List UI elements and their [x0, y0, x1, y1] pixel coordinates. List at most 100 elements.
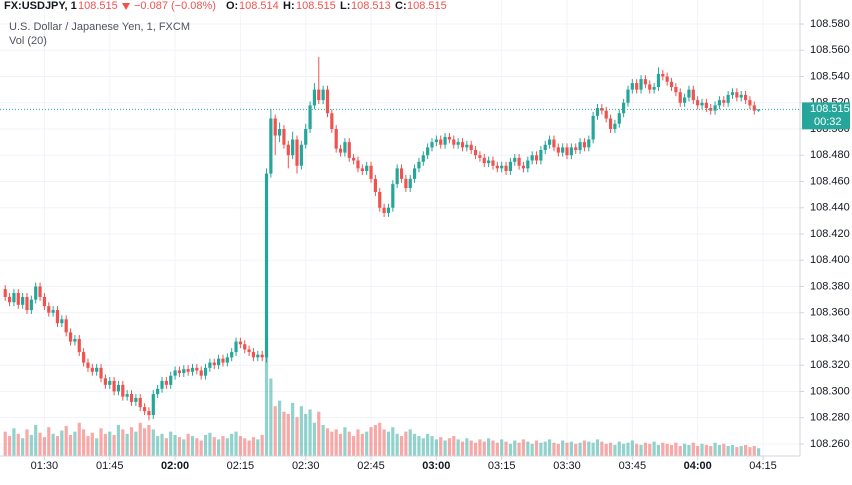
candle-body [264, 173, 269, 358]
volume-bar [38, 432, 42, 456]
volume-bar [460, 441, 465, 456]
symbol: FX:USDJPY, 1 [4, 0, 77, 12]
candle-body [543, 144, 547, 150]
volume-bar [369, 427, 373, 456]
volume-bar [739, 446, 743, 456]
candle-body [330, 113, 334, 129]
candle-body [495, 165, 499, 169]
candle-body [547, 139, 552, 145]
candle-body [112, 380, 116, 392]
close-label: C: [395, 0, 407, 12]
candle-body [652, 87, 656, 90]
candle-body [434, 139, 438, 143]
volume-bar [103, 433, 107, 456]
candle-body [709, 108, 713, 111]
candle-body [587, 139, 591, 148]
low: 108.513 [351, 0, 391, 12]
candle-body [421, 155, 425, 162]
candle-body [25, 296, 29, 311]
y-tick-label: 108.260 [810, 438, 850, 450]
volume-bar [569, 441, 573, 456]
volume-bar [147, 424, 151, 456]
volume-bar [639, 444, 643, 456]
plot [0, 56, 800, 456]
candle-body [12, 293, 16, 303]
volume-bar [129, 427, 134, 456]
y-tick-label: 108.300 [810, 385, 850, 397]
candle-body [295, 139, 299, 166]
candle-body [282, 128, 286, 145]
candle-body [177, 370, 182, 374]
volume-bar [630, 440, 634, 456]
x-tick-label: 03:00 [422, 460, 450, 472]
candle-body [513, 157, 517, 162]
volume-bar [352, 436, 356, 456]
candle-body [608, 118, 613, 129]
volume-bar [234, 431, 238, 456]
volume-bar [687, 444, 691, 456]
volume-bar [617, 441, 621, 456]
candle-body [748, 100, 752, 106]
volume-bar [452, 436, 456, 456]
candle-body [508, 161, 512, 171]
candle-body [208, 362, 212, 368]
volume-bar [247, 440, 251, 456]
volume-bar [391, 427, 395, 456]
volume-bar [73, 431, 77, 456]
last-price-label: 108.515 [810, 103, 850, 115]
y-tick-label: 108.480 [810, 149, 850, 161]
candle-body [604, 110, 608, 119]
candle-body [199, 370, 203, 376]
candle-body [325, 89, 330, 114]
volume-bar [3, 431, 7, 456]
x-tick-label: 03:45 [619, 460, 647, 472]
volume-bar [173, 434, 177, 456]
volume-bar [203, 434, 208, 456]
volume-bar [456, 439, 460, 456]
volume-bar [125, 433, 129, 456]
volume-bar [95, 438, 99, 456]
volume-bar [578, 442, 582, 456]
candle-body [730, 92, 735, 95]
volume-bar [430, 436, 434, 456]
candle-body [373, 178, 377, 192]
candle-body [108, 380, 112, 385]
candle-body [656, 73, 661, 88]
x-tick-label: 03:15 [488, 460, 516, 472]
volume-bar [221, 436, 225, 456]
volume-bar [500, 439, 504, 456]
volume-bar [299, 406, 303, 456]
candle-body [352, 157, 356, 161]
volume-bar [717, 444, 722, 456]
candle-body [129, 394, 134, 402]
volume-bar [251, 437, 256, 456]
volume-bar [90, 432, 94, 456]
candle-body [382, 207, 386, 213]
volume-bar [556, 443, 560, 456]
volume-bar [112, 434, 116, 456]
volume-bar [513, 440, 517, 456]
candle-body [565, 147, 569, 156]
candle-body [312, 89, 317, 106]
candle-body [212, 362, 216, 366]
candle-body [591, 115, 595, 140]
volume-bar [382, 429, 386, 456]
volume-bar [404, 431, 408, 456]
volume-bar [308, 409, 312, 456]
candle-body [142, 407, 147, 412]
candle-body [530, 155, 534, 161]
candle-body [395, 168, 399, 185]
candle-body [234, 341, 238, 353]
volume-bar [334, 429, 338, 456]
volume-bar [399, 436, 404, 456]
volume-bar [521, 439, 526, 456]
candle-body [338, 148, 343, 153]
volume-bar [412, 433, 417, 456]
volume-bar [608, 442, 613, 456]
candle-body [38, 286, 42, 297]
volume-bar [108, 431, 112, 456]
volume-bar [543, 441, 547, 456]
volume-bar [264, 345, 269, 456]
volume-bar [682, 443, 687, 456]
